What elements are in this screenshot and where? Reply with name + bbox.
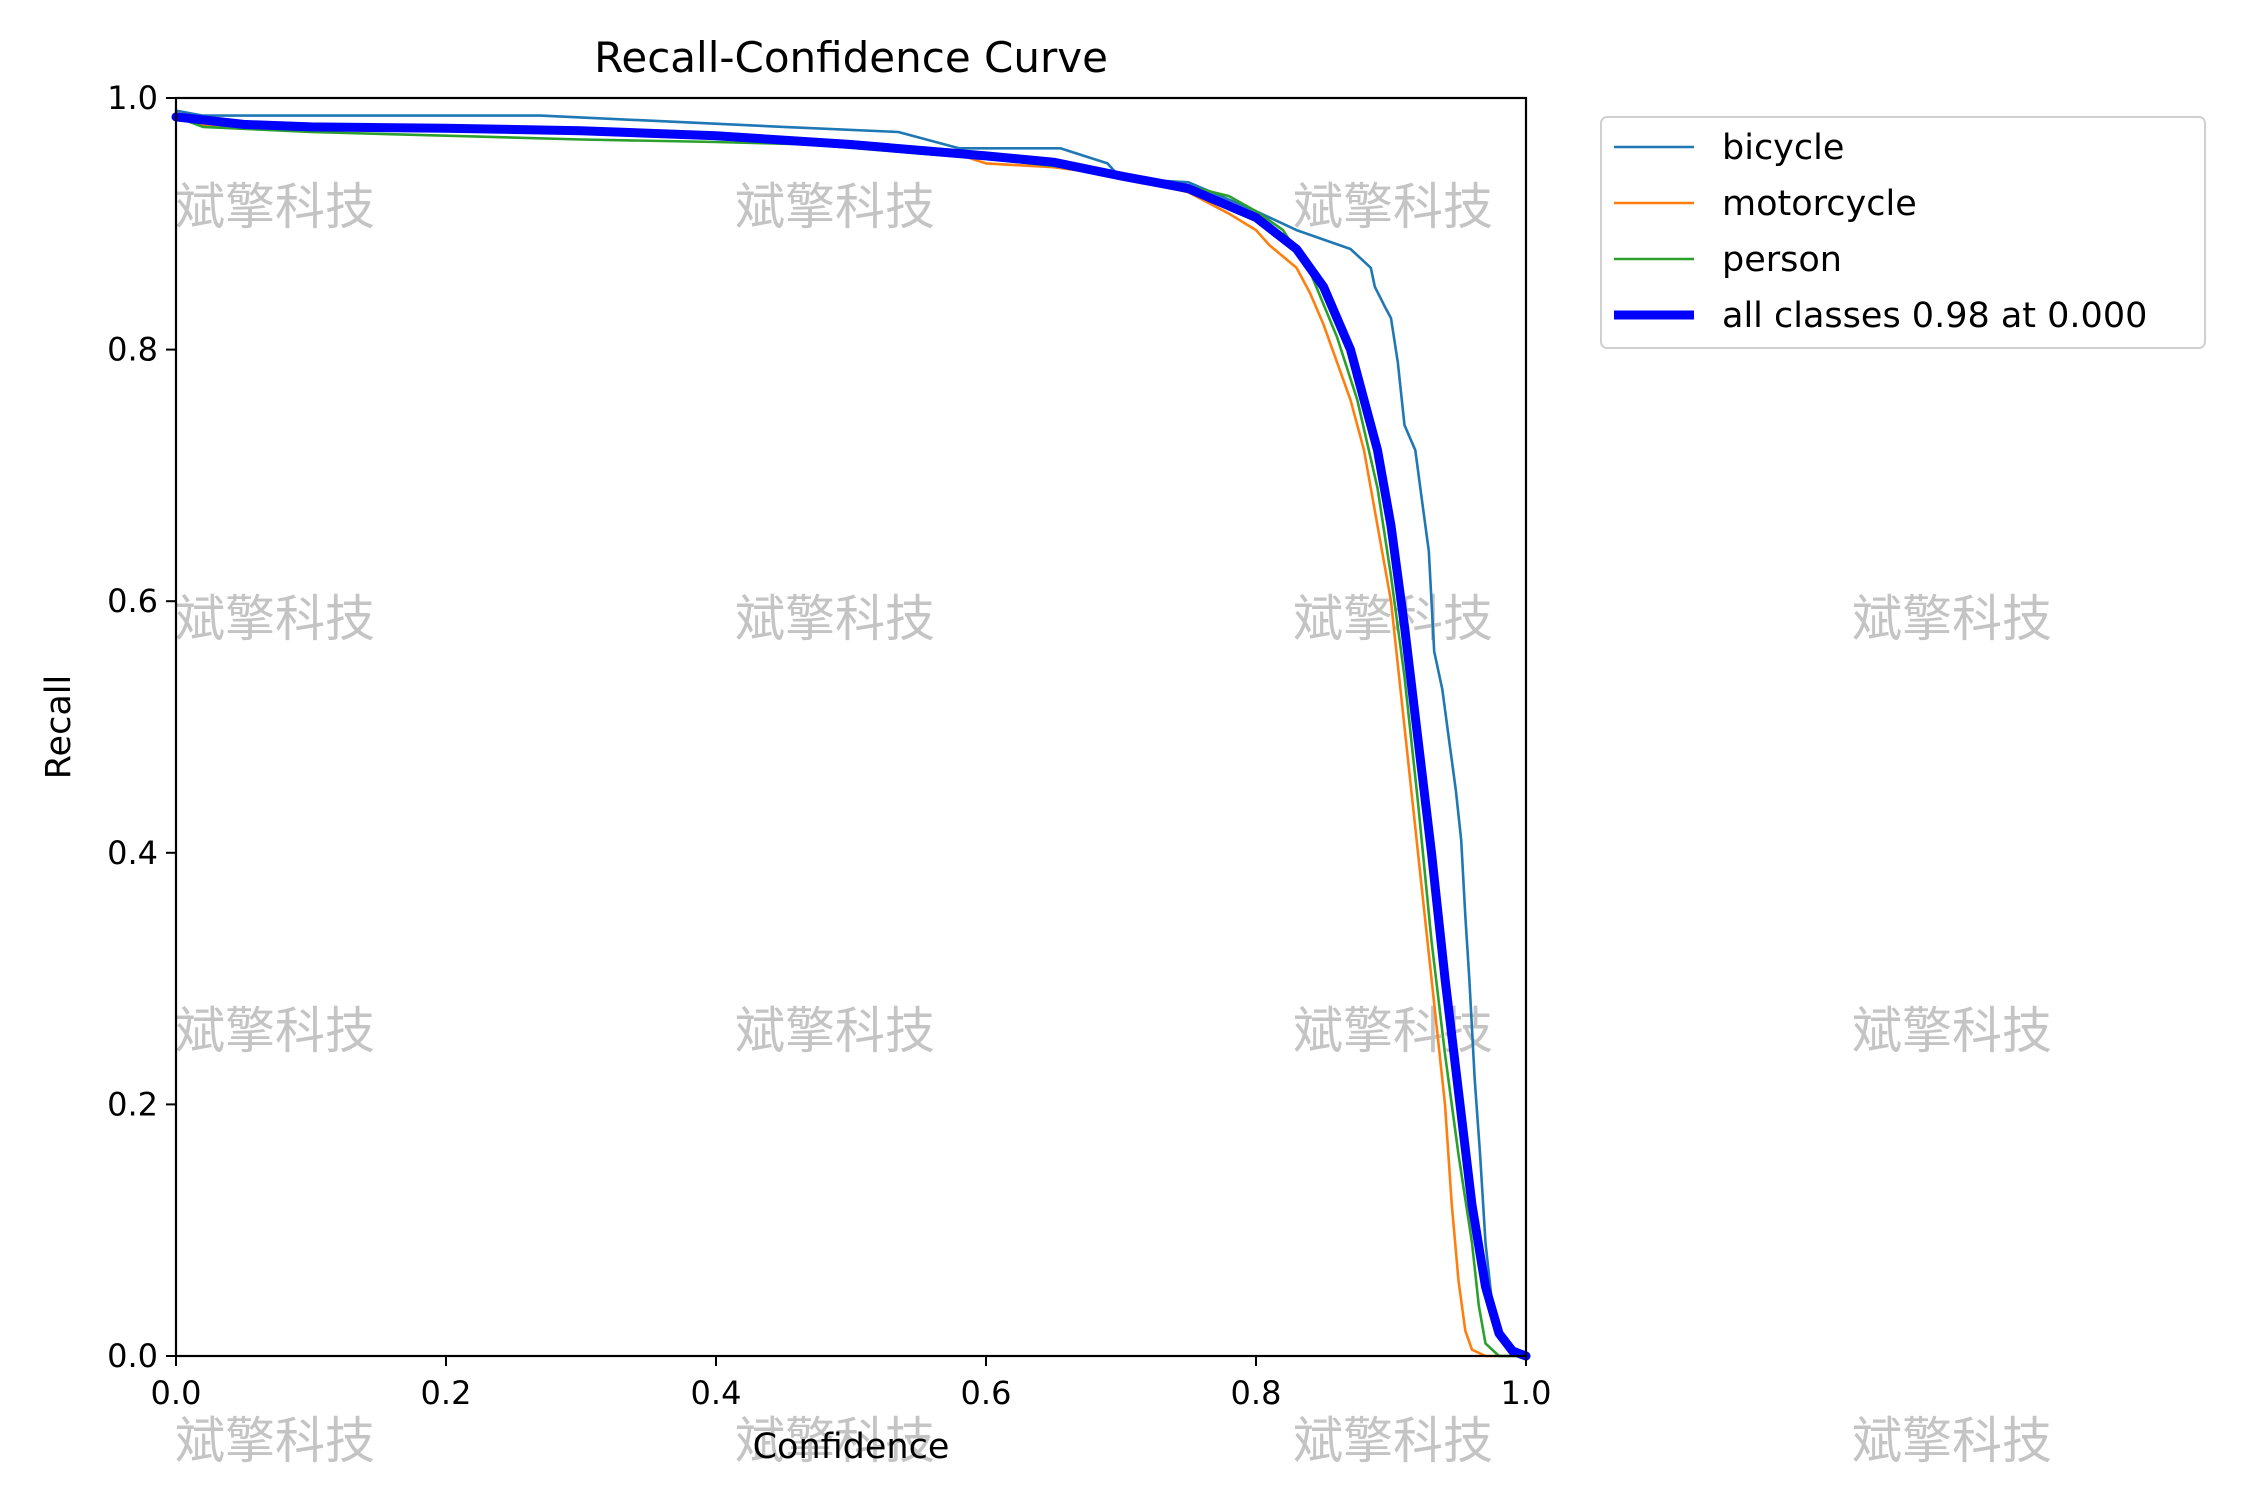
x-tick-label: 0.0: [151, 1374, 202, 1412]
legend-frame: [1600, 116, 2206, 349]
legend-entry: bicycle: [1722, 128, 1844, 168]
plot-frame: [174, 96, 1528, 1358]
y-axis-label: Recall: [39, 675, 79, 779]
watermark-text: 斌擎科技: [175, 590, 375, 648]
watermark-text: 斌擎科技: [735, 178, 935, 236]
y-tick-label: 1.0: [107, 79, 158, 117]
x-axis: 0.0 0.2 0.4 0.6 0.8 1.0: [151, 1356, 1552, 1412]
series-layer: [171, 109, 1531, 1361]
x-tick-label: 0.4: [691, 1374, 742, 1412]
watermark-text: 斌擎科技: [1293, 1002, 1493, 1060]
series-line-all-all: [171, 112, 1531, 1361]
watermark-text: 斌擎科技: [1852, 590, 2052, 648]
x-axis-label: Confidence: [753, 1427, 950, 1467]
series-line-person: [174, 115, 1528, 1358]
watermark-text: 斌擎科技: [1293, 1412, 1493, 1470]
legend-entry: motorcycle: [1722, 184, 1917, 224]
watermark-text: 斌擎科技: [175, 178, 375, 236]
watermark-text: 斌擎科技: [175, 1002, 375, 1060]
watermark-text: 斌擎科技: [735, 1002, 935, 1060]
x-tick-label: 0.8: [1231, 1374, 1282, 1412]
series-line-bicycle: [174, 109, 1528, 1358]
x-tick-label: 0.2: [421, 1374, 472, 1412]
watermark-text: 斌擎科技: [735, 1412, 935, 1470]
watermark-text: 斌擎科技: [1852, 1412, 2052, 1470]
chart-title: Recall-Confidence Curve: [594, 33, 1108, 82]
x-tick-label: 1.0: [1501, 1374, 1552, 1412]
y-tick-label: 0.2: [107, 1085, 158, 1123]
watermark-text: 斌擎科技: [1852, 1002, 2052, 1060]
legend-entry: person: [1722, 240, 1842, 280]
y-tick-label: 0.0: [107, 1337, 158, 1375]
x-tick-label: 0.6: [961, 1374, 1012, 1412]
watermark-text: 斌擎科技: [1293, 178, 1493, 236]
watermark-text: 斌擎科技: [735, 590, 935, 648]
legend: bicycle motorcycle person all classes 0.98 …: [1600, 116, 2206, 349]
watermark-text: 斌擎科技: [175, 1412, 375, 1470]
y-tick-label: 0.4: [107, 834, 158, 872]
legend-entry: all classes 0.98 at 0.000: [1722, 296, 2147, 336]
y-tick-label: 0.6: [107, 582, 158, 620]
y-axis: 0.0 0.2 0.4 0.6 0.8 1.0: [107, 79, 176, 1375]
y-tick-label: 0.8: [107, 331, 158, 369]
